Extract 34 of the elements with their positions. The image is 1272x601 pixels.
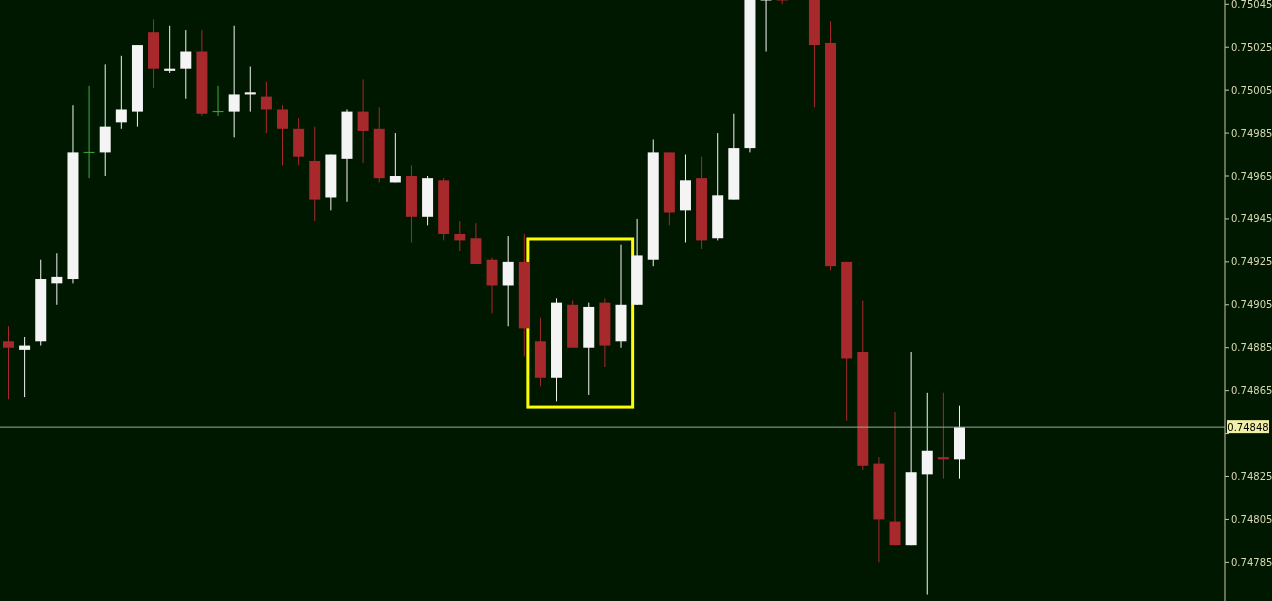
candlestick: [760, 0, 773, 53]
candlestick: [357, 78, 369, 164]
candlestick: [83, 85, 96, 179]
y-tick-label: 0.74985: [1231, 127, 1272, 139]
y-tick-label: 0.74945: [1231, 213, 1272, 225]
candlestick: [889, 411, 901, 546]
candlestick: [212, 85, 225, 117]
y-tick-label: 0.74825: [1231, 471, 1272, 483]
y-tick-label: 0.75025: [1231, 41, 1272, 53]
candlestick: [164, 25, 176, 74]
candlestick: [228, 25, 240, 138]
candlestick: [180, 29, 192, 100]
candlestick: [51, 252, 63, 306]
y-tick-label: 0.74785: [1231, 556, 1272, 568]
y-tick-label: 0.74965: [1231, 170, 1272, 182]
y-tick-label: 0.75005: [1231, 84, 1272, 96]
candlestick: [454, 220, 466, 252]
candlestick: [937, 392, 949, 480]
y-tick-label: 0.75045: [1231, 0, 1272, 10]
ref-line-label: 0.74848: [1227, 421, 1269, 433]
candlestick: [244, 66, 256, 113]
candlestick: [3, 325, 14, 400]
y-tick-label: 0.74905: [1231, 299, 1272, 311]
y-tick-label: 0.74885: [1231, 342, 1272, 354]
candlestick: [502, 235, 514, 327]
y-tick-label: 0.74865: [1231, 385, 1272, 397]
candlestick: [277, 104, 289, 166]
y-tick-label: 0.74805: [1231, 513, 1272, 525]
candlestick: [260, 81, 272, 134]
candlestick: [115, 55, 127, 130]
candlestick: [389, 132, 401, 183]
y-tick-label: 0.74925: [1231, 256, 1272, 268]
candlestick: [19, 336, 31, 398]
candlestick: [921, 392, 933, 596]
